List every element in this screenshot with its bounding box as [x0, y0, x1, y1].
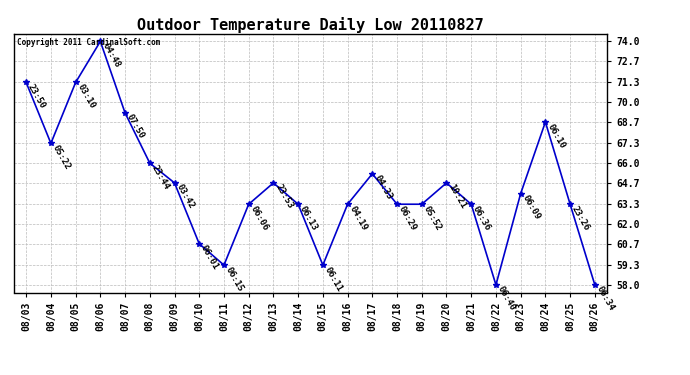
Text: 03:42: 03:42: [175, 183, 196, 211]
Text: 06:01: 06:01: [199, 244, 221, 272]
Text: 04:19: 04:19: [348, 204, 369, 232]
Text: 04:48: 04:48: [100, 41, 121, 69]
Text: 06:40: 06:40: [496, 285, 518, 313]
Text: Copyright 2011 CardinalSoft.com: Copyright 2011 CardinalSoft.com: [17, 38, 160, 46]
Text: 06:06: 06:06: [248, 204, 270, 232]
Text: 07:50: 07:50: [125, 113, 146, 141]
Text: 10:21: 10:21: [446, 183, 468, 211]
Text: 06:34: 06:34: [595, 285, 616, 313]
Text: 05:22: 05:22: [51, 143, 72, 171]
Text: 06:36: 06:36: [471, 204, 493, 232]
Text: 06:13: 06:13: [298, 204, 319, 232]
Text: 06:29: 06:29: [397, 204, 418, 232]
Text: 06:15: 06:15: [224, 265, 245, 293]
Text: 04:33: 04:33: [373, 174, 393, 201]
Text: 23:50: 23:50: [26, 82, 48, 110]
Text: 23:26: 23:26: [570, 204, 591, 232]
Text: 06:09: 06:09: [521, 194, 542, 221]
Text: 05:52: 05:52: [422, 204, 443, 232]
Title: Outdoor Temperature Daily Low 20110827: Outdoor Temperature Daily Low 20110827: [137, 16, 484, 33]
Text: 06:10: 06:10: [545, 122, 566, 150]
Text: 06:11: 06:11: [323, 265, 344, 293]
Text: 03:10: 03:10: [76, 82, 97, 110]
Text: 23:44: 23:44: [150, 163, 171, 191]
Text: 23:53: 23:53: [273, 183, 295, 211]
